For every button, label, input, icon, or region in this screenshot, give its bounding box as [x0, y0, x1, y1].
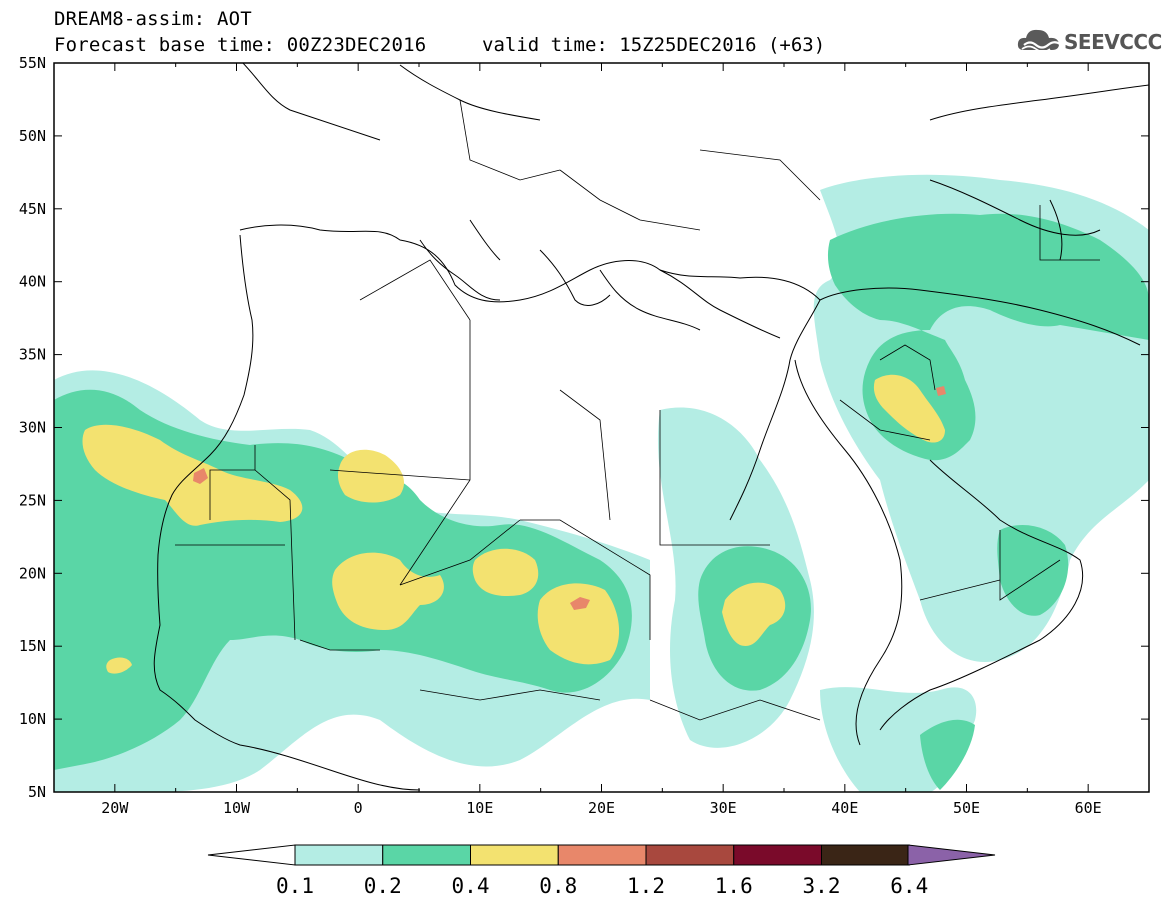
colorbar-box	[382, 844, 471, 866]
colorbar-label: 6.4	[890, 874, 928, 898]
map-title: DREAM8-assim: AOT	[54, 8, 252, 30]
colorbar-label: 0.8	[539, 874, 577, 898]
lat-label: 55N	[19, 54, 46, 72]
longitude-labels: 20W 10W 0 10E 20E 30E 40E 50E 60E	[101, 799, 1101, 817]
lat-label: 35N	[19, 346, 46, 364]
lon-label: 60E	[1075, 799, 1102, 817]
lon-label: 40E	[831, 799, 858, 817]
lon-label: 10W	[223, 799, 251, 817]
colorbar-label: 0.4	[452, 874, 490, 898]
colorbar-box	[470, 844, 559, 866]
latitude-labels: 55N 50N 45N 40N 35N 30N 25N 20N 15N 10N 5N	[19, 54, 46, 801]
colorbar-label: 0.1	[276, 874, 314, 898]
lon-label: 50E	[953, 799, 980, 817]
lat-label: 15N	[19, 637, 46, 655]
lon-label: 30E	[710, 799, 737, 817]
axis-ticks	[53, 62, 1150, 793]
colorbar-box	[557, 844, 647, 866]
aot-field-0.4	[82, 374, 945, 674]
lat-label: 50N	[19, 127, 46, 145]
coastlines	[153, 63, 1149, 791]
colorbar-label: 1.6	[715, 874, 753, 898]
lat-label: 40N	[19, 273, 46, 291]
cloud-icon	[1017, 29, 1061, 53]
forecast-base-time: Forecast base time: 00Z23DEC2016	[54, 34, 427, 56]
colorbar-box	[821, 844, 910, 866]
logo-text: SEEVCCC	[1064, 30, 1162, 54]
colorbar-low-arrow	[207, 844, 296, 866]
lat-label: 45N	[19, 200, 46, 218]
colorbar-label: 3.2	[803, 874, 841, 898]
aot-contours	[54, 174, 1149, 792]
colorbar-high-arrow	[907, 844, 996, 866]
colorbar-label: 0.2	[364, 874, 402, 898]
lon-label: 0	[354, 799, 363, 817]
lat-label: 5N	[28, 783, 46, 801]
colorbar-boxes	[294, 844, 910, 866]
lon-label: 20E	[588, 799, 615, 817]
aot-field-0.8	[193, 386, 946, 610]
lon-label: 10E	[466, 799, 493, 817]
colorbar-box	[645, 844, 735, 866]
country-borders	[175, 99, 1100, 721]
lat-label: 10N	[19, 710, 46, 728]
lat-label: 20N	[19, 564, 46, 582]
colorbar-box	[733, 844, 822, 866]
lat-label: 30N	[19, 419, 46, 437]
colorbar-label: 1.2	[627, 874, 665, 898]
lon-label: 20W	[101, 799, 129, 817]
seevccc-logo: SEEVCCC	[1016, 24, 1162, 58]
colorbar: 0.1 0.2 0.4 0.8 1.2 1.6 3.2 6.4	[207, 844, 996, 898]
lat-label: 25N	[19, 491, 46, 509]
colorbar-box	[294, 844, 384, 866]
valid-time: valid time: 15Z25DEC2016 (+63)	[482, 34, 826, 56]
colorbar-labels: 0.1 0.2 0.4 0.8 1.2 1.6 3.2 6.4	[276, 874, 928, 898]
